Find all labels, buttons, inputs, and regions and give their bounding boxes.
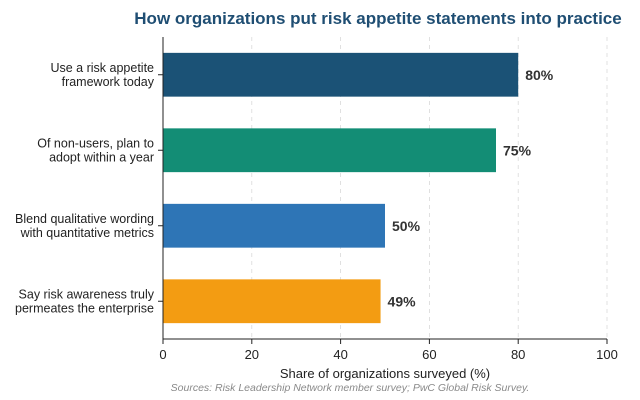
x-tick-label: 20 (245, 347, 259, 362)
category-label: Use a risk appetite (50, 61, 154, 75)
data-label: 75% (503, 142, 532, 158)
bar (163, 279, 381, 324)
x-tick-label: 0 (159, 347, 166, 362)
x-tick-label: 60 (422, 347, 436, 362)
x-axis-label: Share of organizations surveyed (%) (280, 366, 490, 381)
bar (163, 203, 385, 248)
x-tick-label: 80 (511, 347, 525, 362)
x-tick-label: 40 (333, 347, 347, 362)
category-label: framework today (62, 75, 155, 89)
data-label: 49% (388, 293, 417, 309)
chart-title: How organizations put risk appetite stat… (134, 9, 621, 28)
x-tick-label: 100 (596, 347, 618, 362)
bar (163, 128, 496, 173)
category-label: Say risk awareness truly (19, 287, 155, 301)
axes: 0 20 40 60 80 100 (158, 37, 618, 362)
category-label: with quantitative metrics (20, 226, 154, 240)
data-label: 80% (525, 67, 554, 83)
bars: 80% 75% 50% 49% (163, 52, 554, 324)
category-label: adopt within a year (49, 150, 154, 164)
bar (163, 52, 519, 97)
source-note: Sources: Risk Leadership Network member … (171, 382, 530, 394)
category-label: Blend qualitative wording (15, 212, 154, 226)
category-label: Of non-users, plan to (37, 136, 154, 150)
data-label: 50% (392, 218, 421, 234)
category-label: permeates the enterprise (15, 301, 154, 315)
